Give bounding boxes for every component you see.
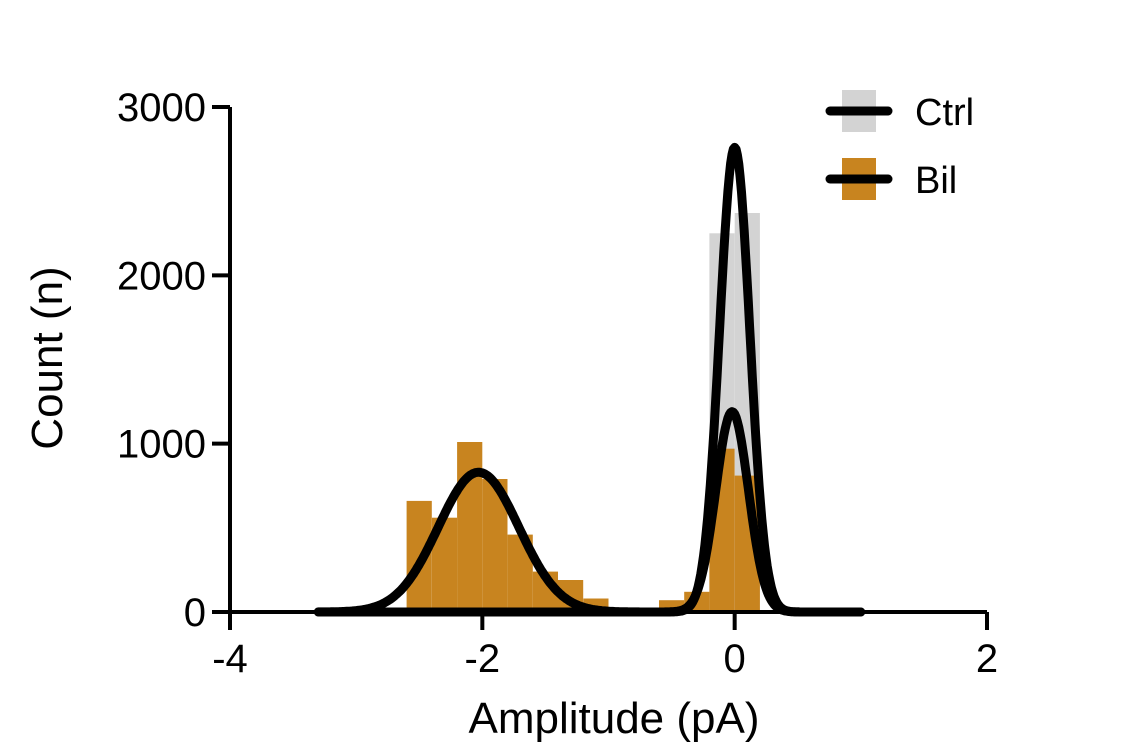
x-tick-label: 0 bbox=[724, 637, 746, 681]
y-tick-label: 3000 bbox=[117, 86, 206, 130]
x-axis-ticks: -4 -2 0 2 bbox=[212, 612, 998, 681]
legend-label: Ctrl bbox=[915, 92, 974, 134]
legend-item-ctrl: Ctrl bbox=[825, 90, 974, 134]
legend-item-bil: Bil bbox=[825, 158, 957, 202]
fit-curve-ctrl bbox=[313, 142, 866, 617]
legend-label: Bil bbox=[915, 160, 957, 202]
fit-curve-bil bbox=[313, 407, 866, 617]
bar-bil-2 bbox=[457, 442, 483, 612]
y-tick-label: 1000 bbox=[117, 423, 206, 467]
bar-bil-10 bbox=[659, 600, 685, 612]
x-tick-label: 2 bbox=[976, 637, 998, 681]
x-tick-label: -4 bbox=[212, 637, 248, 681]
y-tick-label: 0 bbox=[184, 591, 206, 635]
x-tick-label: -2 bbox=[465, 637, 501, 681]
x-axis-title: Amplitude (pA) bbox=[468, 694, 759, 743]
y-axis-ticks: 0 1000 2000 3000 bbox=[117, 86, 230, 635]
y-tick-label: 2000 bbox=[117, 254, 206, 298]
gaussian-fit-curves bbox=[313, 142, 866, 617]
legend: Ctrl Bil bbox=[825, 90, 974, 202]
y-axis-title: Count (n) bbox=[23, 266, 72, 449]
axes: 0 1000 2000 3000 -4 -2 0 2 bbox=[117, 86, 998, 681]
